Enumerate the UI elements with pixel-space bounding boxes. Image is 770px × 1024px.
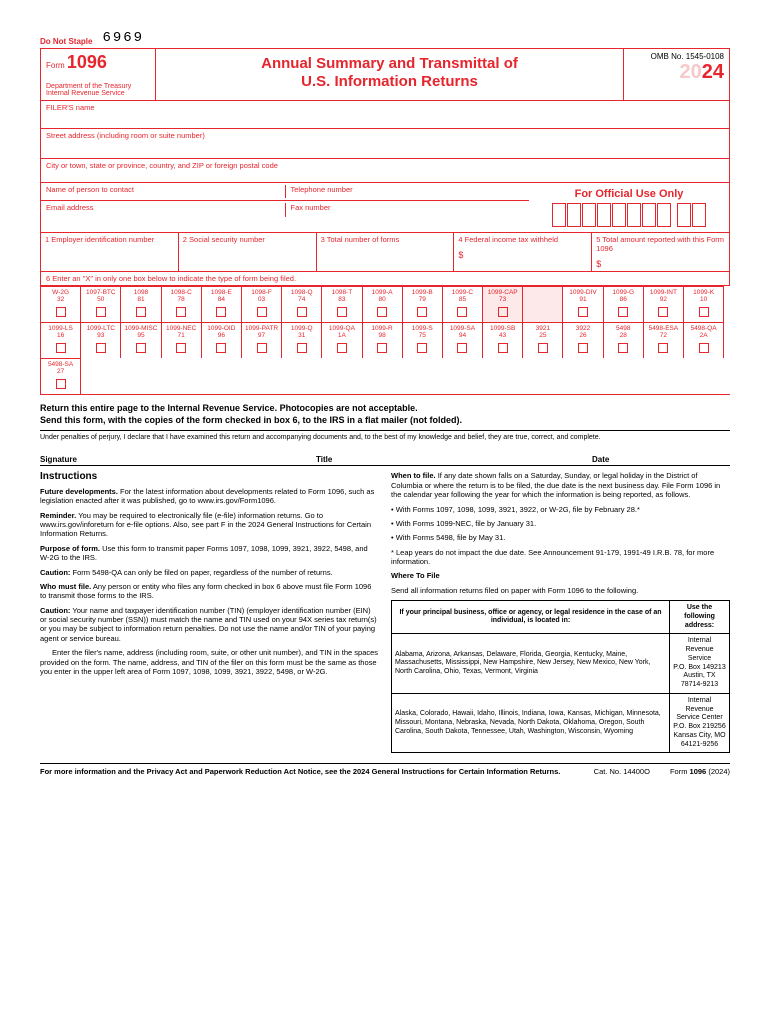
contact-grid: Name of person to contact Telephone numb… — [40, 183, 730, 233]
box-6-instruction: 6 Enter an "X" in only one box below to … — [40, 272, 730, 286]
official-boxes — [534, 203, 724, 227]
title-field[interactable]: Title — [316, 455, 592, 464]
official-use-label: For Official Use Only — [534, 188, 724, 200]
states-2: Alaska, Colorado, Hawaii, Idaho, Illinoi… — [392, 693, 670, 753]
form-type-checkbox[interactable]: 1099-NEC71 — [162, 322, 202, 358]
top-row: Do Not Staple 6969 — [40, 30, 730, 46]
form-type-checkbox[interactable]: 1099-C85 — [443, 286, 483, 322]
footer-left: For more information and the Privacy Act… — [40, 767, 560, 776]
form-type-checkbox[interactable]: 549828 — [604, 322, 644, 358]
form-number-box: Form 1096 Department of the Treasury Int… — [41, 49, 156, 100]
signature-field[interactable]: Signature — [40, 455, 316, 464]
form-type-checkbox[interactable]: 1099-LS16 — [41, 322, 81, 358]
form-title: Annual Summary and Transmittal ofU.S. In… — [161, 55, 618, 91]
instructions-heading: Instructions — [40, 471, 379, 484]
omb-box: OMB No. 1545-0108 2024 — [624, 49, 729, 100]
telephone-field[interactable]: Telephone number — [286, 185, 525, 198]
addr-1: Internal Revenue Service P.O. Box 149213… — [670, 634, 730, 694]
whentofile-text: If any date shown falls on a Saturday, S… — [391, 471, 720, 499]
header: Form 1096 Department of the Treasury Int… — [40, 48, 730, 101]
city-field[interactable]: City or town, state or province, country… — [40, 159, 730, 183]
bullet-2: • With Forms 1099-NEC, file by January 3… — [391, 519, 730, 528]
where-text: Send all information returns filed on pa… — [391, 586, 730, 595]
enter-filer-text: Enter the filer's name, address (includi… — [40, 648, 379, 676]
form-type-checkbox[interactable]: 1098-T83 — [322, 286, 362, 322]
form-type-checkbox[interactable]: 1098-C78 — [162, 286, 202, 322]
box-4-withheld[interactable]: 4 Federal income tax withheld$ — [454, 233, 592, 271]
handwritten-number: 6969 — [102, 30, 144, 46]
states-1: Alabama, Arizona, Arkansas, Delaware, Fl… — [392, 634, 670, 694]
form-type-checkbox[interactable]: 1099-CAP73 — [483, 286, 523, 322]
caution2-text: Your name and taxpayer identification nu… — [40, 606, 377, 643]
footer: For more information and the Privacy Act… — [40, 763, 730, 776]
form-type-checkbox[interactable]: 1099-G86 — [604, 286, 644, 322]
form-type-checkbox[interactable]: 1099-K10 — [684, 286, 724, 322]
box-5-amount[interactable]: 5 Total amount reported with this Form 1… — [592, 233, 729, 271]
form-type-checkbox[interactable]: 1099-MISC95 — [121, 322, 161, 358]
form-type-checkbox[interactable]: 1099-PATR97 — [242, 322, 282, 358]
box-2-ssn[interactable]: 2 Social security number — [179, 233, 317, 271]
instructions: Instructions Future developments. For th… — [40, 471, 730, 753]
form-type-checkbox[interactable]: 1098-E84 — [202, 286, 242, 322]
form-type-checkbox[interactable]: 1099-OID96 — [202, 322, 242, 358]
box-1-ein[interactable]: 1 Employer identification number — [41, 233, 179, 271]
form-type-checkbox[interactable]: 1099-SB43 — [483, 322, 523, 358]
form-type-checkbox[interactable]: 392125 — [523, 322, 563, 358]
form-type-checkbox[interactable]: 109881 — [121, 286, 161, 322]
official-use-box: For Official Use Only — [529, 183, 729, 232]
form-type-checkbox[interactable]: W-2G32 — [41, 286, 81, 322]
form-type-checkbox[interactable]: 5498-ESA72 — [644, 322, 684, 358]
form-type-checkboxes: W-2G321097-BTC501098811098-C781098-E8410… — [40, 286, 730, 395]
form-type-checkbox[interactable]: 1098-Q74 — [282, 286, 322, 322]
form-type-checkbox[interactable]: 1099-A80 — [363, 286, 403, 322]
date-field[interactable]: Date — [592, 455, 730, 464]
form-type-checkbox[interactable]: 1099-SA94 — [443, 322, 483, 358]
filers-name-field[interactable]: FILER'S name — [40, 101, 730, 129]
instructions-left: Instructions Future developments. For th… — [40, 471, 379, 753]
form-type-checkbox[interactable]: 1099-Q31 — [282, 322, 322, 358]
bullet-1: • With Forms 1097, 1098, 1099, 3921, 392… — [391, 505, 730, 514]
form-type-checkbox[interactable]: 392226 — [563, 322, 603, 358]
form-type-checkbox[interactable]: 1099-DIV91 — [563, 286, 603, 322]
contact-name-field[interactable]: Name of person to contact — [46, 185, 286, 198]
signature-row: Signature Title Date — [40, 455, 730, 466]
address-table: If your principal business, office or ag… — [391, 600, 730, 753]
caution1-text: Form 5498-QA can only be filed on paper,… — [73, 568, 333, 577]
fax-field[interactable]: Fax number — [286, 203, 525, 217]
dept-label: Department of the Treasury Internal Reve… — [46, 83, 150, 97]
addr-th-1: If your principal business, office or ag… — [392, 601, 670, 634]
title-box: Annual Summary and Transmittal ofU.S. In… — [156, 49, 624, 100]
form-type-checkbox[interactable]: 1099-R98 — [363, 322, 403, 358]
tax-year: 2024 — [629, 61, 724, 84]
form-type-checkbox[interactable]: 5498-SA27 — [41, 358, 81, 394]
cat-no: Cat. No. 14400O — [594, 767, 650, 776]
instructions-right: When to file. If any date shown falls on… — [391, 471, 730, 753]
where-heading: Where To File — [391, 571, 440, 580]
form-type-checkbox[interactable]: 1099-QA1A — [322, 322, 362, 358]
form-type-checkbox[interactable]: 5498-QA2A — [684, 322, 724, 358]
perjury-statement: Under penalties of perjury, I declare th… — [40, 430, 730, 441]
form-type-checkbox[interactable]: 1099-S75 — [403, 322, 443, 358]
reminder-text: You may be required to electronically fi… — [40, 511, 371, 539]
email-field[interactable]: Email address — [46, 203, 286, 217]
form-type-checkbox[interactable]: 1099-B79 — [403, 286, 443, 322]
form-type-checkbox[interactable]: 1099-INT92 — [644, 286, 684, 322]
box-3-total[interactable]: 3 Total number of forms — [317, 233, 455, 271]
form-type-checkbox[interactable]: 1099-LTC93 — [81, 322, 121, 358]
number-fields: 1 Employer identification number 2 Socia… — [40, 233, 730, 272]
form-1096: Do Not Staple 6969 Form 1096 Department … — [0, 0, 770, 806]
form-type-checkbox[interactable]: 1097-BTC50 — [81, 286, 121, 322]
omb-number: OMB No. 1545-0108 — [629, 52, 724, 61]
footer-right: Form 1096 (2024) — [670, 767, 730, 776]
addr-th-2: Use the following address: — [670, 601, 730, 634]
return-instructions: Return this entire page to the Internal … — [40, 403, 730, 426]
bullet-3: • With Forms 5498, file by May 31. — [391, 533, 730, 542]
form-number: 1096 — [67, 52, 107, 72]
form-type-checkbox — [523, 286, 563, 322]
do-not-staple: Do Not Staple — [40, 37, 92, 46]
leap-note: * Leap years do not impact the due date.… — [391, 548, 730, 567]
addr-2: Internal Revenue Service Center P.O. Box… — [670, 693, 730, 753]
street-field[interactable]: Street address (including room or suite … — [40, 129, 730, 159]
form-type-checkbox[interactable]: 1098-F03 — [242, 286, 282, 322]
